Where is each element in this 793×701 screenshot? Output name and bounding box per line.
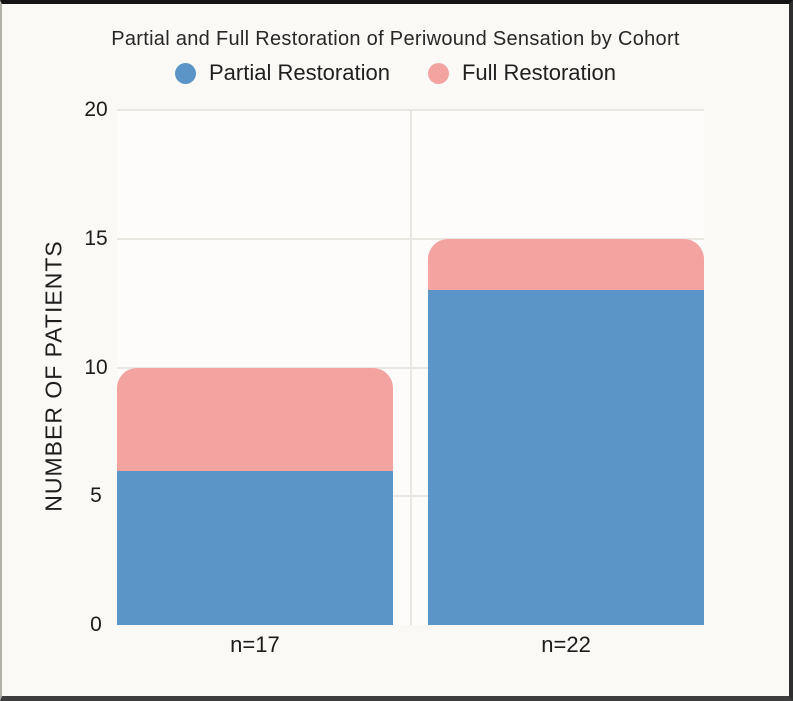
legend-swatch-full-icon (427, 62, 449, 84)
legend-swatch-partial-icon (174, 62, 196, 84)
x-axis-label-n=17: n=17 (230, 632, 280, 657)
plot-area (117, 109, 704, 625)
legend: Partial Restoration Full Restoration (2, 60, 789, 86)
bar-n=22 (428, 238, 704, 625)
bar-segment-full-restoration-n=22 (428, 238, 704, 291)
legend-label-partial: Partial Restoration (208, 60, 390, 85)
bar-segment-partial-restoration-n=17 (117, 470, 393, 625)
y-tick-20: 20 (84, 98, 108, 121)
x-axis-label-n=22: n=22 (541, 632, 591, 657)
y-tick-0: 0 (90, 613, 102, 636)
bar-n=17 (117, 367, 393, 625)
gridline-category-divider (409, 110, 412, 625)
y-tick-15: 15 (84, 226, 108, 250)
bar-segment-partial-restoration-n=22 (428, 290, 704, 625)
chart-title: Partial and Full Restoration of Periwoun… (111, 28, 680, 50)
legend-label-full: Full Restoration (461, 60, 617, 85)
bar-segment-full-restoration-n=17 (117, 367, 393, 471)
y-tick-10: 10 (84, 355, 108, 379)
y-tick-5: 5 (90, 484, 102, 508)
legend-item-partial-restoration: Partial Restoration (174, 60, 390, 86)
legend-item-full-restoration: Full Restoration (427, 60, 617, 86)
